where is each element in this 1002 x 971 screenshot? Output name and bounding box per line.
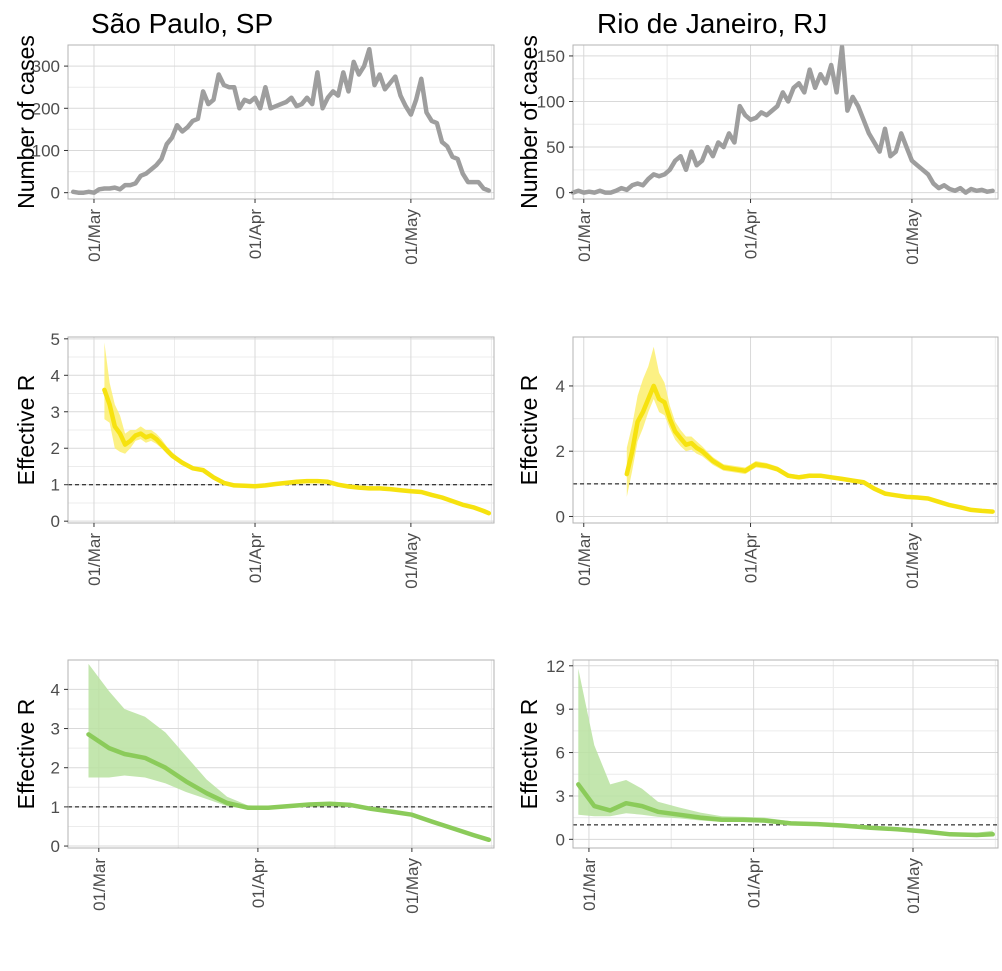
rj-r-smooth-y-tick-label: 3 <box>556 787 565 806</box>
sp-r-cases-y-tick-label: 5 <box>51 330 60 349</box>
rj-r-cases-panel: 0 2 4 01/Mar 01/Apr 01/May Effective R <box>516 336 999 589</box>
rj-r-cases-x-tick-label: 01/Apr <box>742 533 761 583</box>
rj-r-smooth-x-tick-label: 01/Mar <box>580 858 599 911</box>
sp-r-smooth-y-tick-label: 2 <box>51 759 60 778</box>
rj-cases-y-tick-label: 50 <box>546 138 565 157</box>
rj-r-cases-ribbon <box>626 346 993 513</box>
title-sao-paulo: São Paulo, SP <box>91 8 274 39</box>
rj-r-cases-x-tick-label: 01/May <box>903 533 922 589</box>
sp-cases-y-axis-label: Number of cases <box>13 35 39 209</box>
rj-r-smooth-y-tick-label: 12 <box>546 657 565 676</box>
sp-r-cases-x-tick-label: 01/May <box>402 533 421 589</box>
rj-r-smooth-x-tick-label: 01/Apr <box>745 858 764 908</box>
rj-cases-y-axis-label: Number of cases <box>516 35 542 209</box>
sp-r-cases-x-tick-label: 01/Apr <box>246 533 265 583</box>
rj-cases-x-tick-label: 01/Apr <box>742 209 761 259</box>
rj-r-smooth-y-tick-label: 9 <box>556 700 565 719</box>
rj-r-smooth-y-tick-label: 6 <box>556 744 565 763</box>
sp-cases-panel: 0 100 200 300 01/Mar 01/Apr 01/May Number of ca… <box>13 35 495 265</box>
sp-cases-y-tick-label: 200 <box>32 99 60 118</box>
sp-r-smooth-y-tick-label: 3 <box>51 720 60 739</box>
rj-cases-y-tick-label: 150 <box>537 47 565 66</box>
rj-r-cases-y-tick-label: 4 <box>556 377 565 396</box>
sp-r-smooth-panel: 0 1 2 3 4 01/Mar 01/Apr 01/May Effective R <box>13 659 495 914</box>
sp-cases-series-line <box>70 46 492 195</box>
sp-r-cases-y-axis-label: Effective R <box>13 375 39 486</box>
rj-cases-panel-border <box>572 44 999 200</box>
sp-cases-x-tick-label: 01/Mar <box>85 209 104 262</box>
sp-r-smooth-y-tick-label: 0 <box>51 837 60 856</box>
sp-r-cases-y-tick-label: 1 <box>51 476 60 495</box>
sp-r-cases-panel: 0 1 2 3 4 5 01/Mar 01/Apr 01/May Effective R <box>13 330 495 589</box>
rj-cases-series-line <box>570 44 995 195</box>
sp-r-smooth-ribbon <box>88 663 489 842</box>
sp-r-cases-x-tick-label: 01/Mar <box>85 533 104 586</box>
rj-cases-x-tick-label: 01/Mar <box>575 209 594 262</box>
rj-r-smooth-y-axis-label: Effective R <box>516 699 542 810</box>
sp-cases-y-tick-label: 0 <box>51 184 60 203</box>
rj-r-cases-panel-border <box>572 336 999 524</box>
sp-r-smooth-panel-border <box>67 659 495 849</box>
rj-r-cases-x-tick-label: 01/Mar <box>575 533 594 586</box>
sp-cases-x-tick-label: 01/May <box>402 209 421 265</box>
sp-r-smooth-x-tick-label: 01/May <box>403 858 422 914</box>
rj-cases-y-tick-label: 100 <box>537 92 565 111</box>
sp-r-cases-y-tick-label: 4 <box>51 366 60 385</box>
sp-cases-y-tick-label: 300 <box>32 57 60 76</box>
sp-r-smooth-x-tick-label: 01/Apr <box>249 858 268 908</box>
title-rio-de-janeiro: Rio de Janeiro, RJ <box>597 8 828 39</box>
sp-r-cases-series-line <box>102 387 492 516</box>
sp-cases-panel-border <box>67 44 495 200</box>
sp-r-smooth-x-tick-label: 01/Mar <box>90 858 109 911</box>
sp-r-smooth-y-axis-label: Effective R <box>13 699 39 810</box>
sp-cases-y-tick-label: 100 <box>32 141 60 160</box>
sp-cases-x-tick-label: 01/Apr <box>246 209 265 259</box>
rj-r-cases-y-tick-label: 0 <box>556 507 565 526</box>
rj-r-cases-y-tick-label: 2 <box>556 442 565 461</box>
sp-r-smooth-series-line <box>86 732 492 843</box>
rj-r-cases-series-line <box>624 383 995 514</box>
sp-r-smooth-y-tick-label: 1 <box>51 798 60 817</box>
rj-r-smooth-panel: 0 3 6 9 12 01/Mar 01/Apr 01/May Effective R <box>516 657 999 914</box>
rj-r-smooth-x-tick-label: 01/May <box>904 858 923 914</box>
rj-cases-y-tick-label: 0 <box>556 184 565 203</box>
rj-r-smooth-series-line <box>576 782 995 838</box>
sp-r-cases-panel-border <box>67 336 495 524</box>
sp-r-cases-ribbon <box>104 342 489 515</box>
rj-cases-panel: 0 50 100 150 01/Mar 01/Apr 01/May Number of cas… <box>516 35 999 265</box>
sp-r-cases-y-tick-label: 2 <box>51 439 60 458</box>
rj-r-smooth-panel-border <box>572 659 999 849</box>
sp-r-smooth-y-tick-label: 4 <box>51 680 60 699</box>
sp-r-cases-y-tick-label: 0 <box>51 512 60 531</box>
rj-r-smooth-y-tick-label: 0 <box>556 830 565 849</box>
rj-cases-x-tick-label: 01/May <box>903 209 922 265</box>
sp-r-cases-y-tick-label: 3 <box>51 403 60 422</box>
rj-r-cases-y-axis-label: Effective R <box>516 375 542 486</box>
